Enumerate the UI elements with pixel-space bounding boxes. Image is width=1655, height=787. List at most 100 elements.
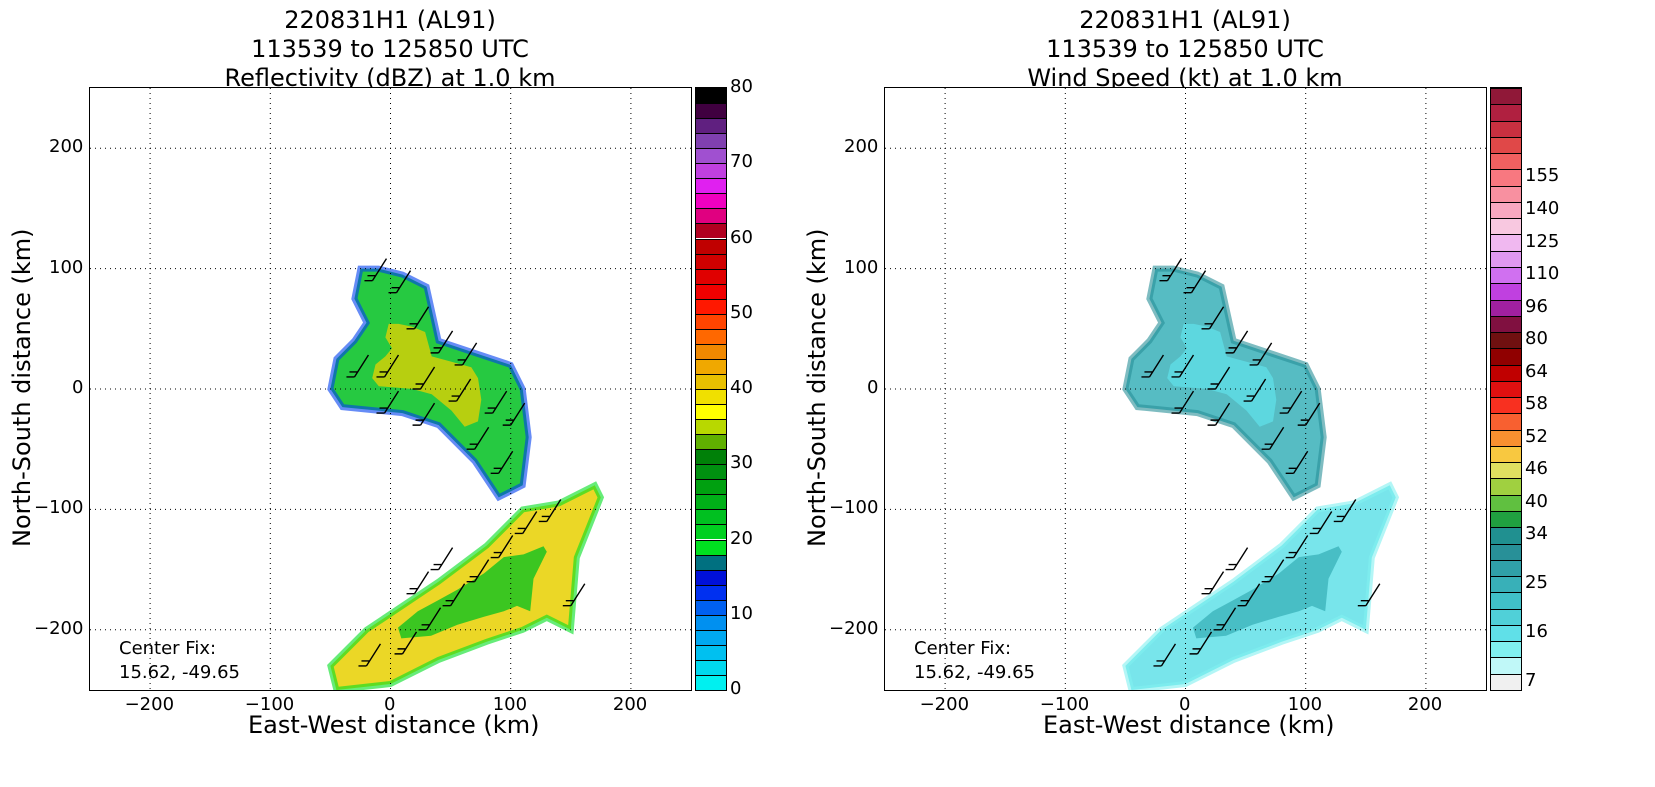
- wind-barb-icon: [1249, 342, 1273, 366]
- colorbar-label: 46: [1525, 458, 1548, 480]
- colorbar-label: 40: [730, 377, 753, 398]
- colorbar-segment: [1491, 315, 1521, 333]
- y-tick-label: −100: [34, 497, 84, 519]
- wind-barb-icon: [490, 535, 514, 559]
- colorbar-label: 58: [1525, 393, 1548, 415]
- colorbar-label: 125: [1525, 230, 1560, 252]
- wind-barb-icon: [1261, 559, 1285, 583]
- wind-barb-icon: [1333, 499, 1357, 523]
- colorbar-segment: [1491, 104, 1521, 121]
- colorbar-label: 10: [730, 602, 753, 624]
- colorbar-segment: [1491, 364, 1521, 381]
- wind-barb-icon: [412, 402, 436, 426]
- wind-barb-icon: [1309, 511, 1333, 535]
- wind-barb-icon: [418, 607, 442, 631]
- colorbar-label: 0: [730, 678, 742, 699]
- x-tick-label: −200: [124, 694, 175, 715]
- wind-barb-icon: [406, 571, 430, 595]
- wind-barb-icon: [538, 499, 562, 523]
- colorbar-segment: [1491, 169, 1521, 186]
- colorbar-segment: [696, 539, 726, 555]
- wind-barb-icon: [442, 583, 466, 607]
- wind-barb-icon: [1171, 354, 1195, 378]
- colorbar-label: 60: [730, 226, 753, 248]
- colorbar-label: 7: [1525, 669, 1537, 691]
- wind-barb-icon: [1141, 354, 1165, 378]
- y-tick-label: 100: [49, 256, 84, 278]
- colorbar-segment: [1491, 592, 1521, 609]
- center-fix-annotation: Center Fix: 15.62, -49.65: [119, 637, 240, 685]
- colorbar-segment: [696, 283, 726, 299]
- colorbar-segment: [696, 178, 726, 194]
- colorbar-segment: [696, 464, 726, 480]
- y-tick-label: 200: [49, 136, 84, 158]
- colorbar-segment: [696, 103, 726, 119]
- y-axis-label: North-South distance (km): [8, 228, 36, 548]
- x-tick-label: 200: [612, 694, 648, 715]
- wind-barb-icon: [484, 390, 508, 414]
- colorbar-segment: [696, 298, 726, 314]
- colorbar-segment: [696, 524, 726, 540]
- x-tick-label: −100: [1039, 694, 1090, 715]
- y-tick-label: 0: [72, 377, 84, 398]
- colorbar-segment: [1491, 462, 1521, 479]
- colorbar-segment: [1491, 624, 1521, 642]
- x-tick-label: 0: [1179, 694, 1191, 715]
- colorbar-segment: [696, 389, 726, 405]
- colorbar-segment: [1491, 234, 1521, 251]
- colorbar-segment: [696, 614, 726, 630]
- colorbar-segment: [696, 599, 726, 615]
- colorbar-segment: [696, 268, 726, 284]
- center-fix-value: 15.62, -49.65: [119, 662, 240, 683]
- wind-barb-icon: [1159, 258, 1183, 282]
- wind-barb-icon: [1201, 306, 1225, 330]
- colorbar-segment: [696, 629, 726, 645]
- colorbar-segment: [1491, 445, 1521, 463]
- y-tick-label: −200: [829, 617, 879, 639]
- x-axis-label: East-West distance (km): [1043, 711, 1335, 739]
- wind-barb-icon: [1153, 643, 1177, 667]
- colorbar-label: 20: [730, 527, 753, 549]
- wind-barb-icon: [376, 354, 400, 378]
- wind-barb-icon: [358, 643, 382, 667]
- wind-barb-icon: [490, 450, 514, 474]
- colorbar-segment: [1491, 120, 1521, 137]
- colorbar-segment: [696, 163, 726, 179]
- colorbar-label: 50: [730, 301, 753, 323]
- x-tick-label: 200: [1407, 694, 1443, 715]
- colorbar-segment: [1491, 511, 1521, 528]
- plot-svg: [885, 88, 1486, 690]
- chart-title: 220831H1 (AL91) 113539 to 125850 UTC Win…: [885, 6, 1485, 93]
- x-tick-label: −100: [244, 694, 295, 715]
- reflectivity-plot-area: [89, 87, 692, 691]
- colorbar-segment: [1491, 348, 1521, 365]
- wind-barb-icon: [1225, 547, 1249, 571]
- wind-barb-icon: [430, 547, 454, 571]
- colorbar-segment: [1491, 153, 1521, 170]
- wind-barb-icon: [1183, 270, 1207, 294]
- colorbar-segment: [696, 373, 726, 389]
- colorbar-segment: [696, 313, 726, 329]
- center-fix-annotation: Center Fix: 15.62, -49.65: [914, 637, 1035, 685]
- wind-barb-icon: [454, 342, 478, 366]
- wind-barb-icon: [388, 270, 412, 294]
- colorbar-segment: [1491, 543, 1521, 560]
- wind-barb-icon: [376, 390, 400, 414]
- wind-speed-colorbar: [1490, 87, 1522, 691]
- colorbar-segment: [696, 358, 726, 374]
- colorbar-label: 52: [1525, 425, 1548, 447]
- colorbar-segment: [696, 148, 726, 164]
- wind-barb-icon: [1261, 426, 1285, 450]
- y-tick-label: 200: [844, 136, 879, 158]
- colorbar-segment: [696, 644, 726, 660]
- colorbar-label: 16: [1525, 621, 1548, 643]
- colorbar-segment: [696, 404, 726, 420]
- colorbar-segment: [696, 419, 726, 435]
- wind-barb-icon: [514, 511, 538, 535]
- colorbar-segment: [1491, 332, 1521, 349]
- colorbar-segment: [1491, 218, 1521, 235]
- colorbar-segment: [696, 253, 726, 269]
- colorbar-segment: [696, 118, 726, 134]
- y-tick-label: −200: [34, 617, 84, 639]
- center-fix-label: Center Fix:: [119, 638, 217, 659]
